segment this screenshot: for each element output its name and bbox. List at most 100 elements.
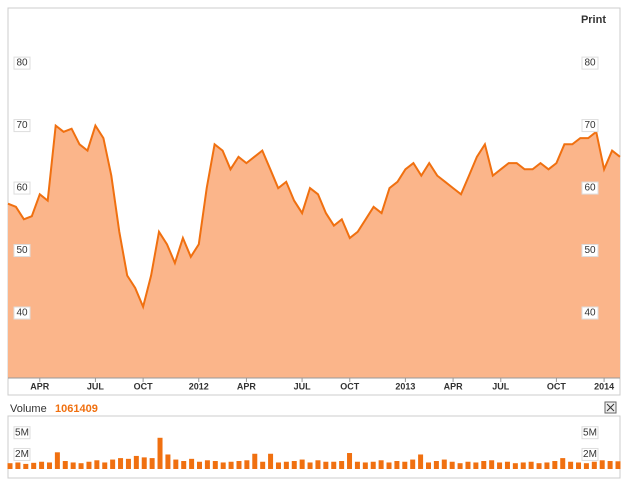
volume-bar: [347, 453, 353, 469]
x-tick-label: 2012: [189, 381, 209, 391]
y-tick-label: 40: [16, 308, 28, 319]
x-tick-label: APR: [444, 381, 464, 391]
volume-bar: [362, 462, 368, 469]
volume-bar: [370, 461, 376, 469]
volume-bar: [457, 463, 463, 469]
y-tick-label: 70: [584, 120, 596, 131]
volume-bar: [449, 461, 455, 469]
volume-bar: [204, 460, 210, 469]
volume-bar: [86, 461, 92, 469]
volume-bar: [212, 461, 218, 469]
y-tick-label: 5M: [15, 427, 29, 438]
volume-bar: [339, 461, 345, 469]
volume-bar: [615, 461, 621, 469]
volume-bar: [157, 437, 163, 469]
volume-bar: [102, 462, 108, 469]
volume-bar: [331, 461, 337, 469]
volume-bar: [386, 462, 392, 469]
y-tick-box: [13, 426, 31, 440]
volume-bar: [54, 452, 60, 469]
y-tick-box: [13, 244, 31, 258]
x-tick-label: APR: [30, 381, 50, 391]
x-tick-label: OCT: [340, 381, 360, 391]
volume-bar: [307, 462, 313, 469]
volume-bar: [220, 462, 226, 469]
close-button[interactable]: [604, 401, 617, 414]
volume-bar: [236, 461, 242, 469]
volume-bar: [133, 455, 139, 469]
y-tick-box: [13, 56, 31, 70]
volume-bar: [583, 463, 589, 469]
volume-bar: [283, 461, 289, 469]
volume-bar: [536, 463, 542, 469]
volume-bar: [291, 461, 297, 469]
volume-bar: [433, 461, 439, 469]
volume-bar: [394, 461, 400, 469]
volume-bar: [489, 460, 495, 469]
volume-bar: [410, 459, 416, 469]
volume-title: Volume: [10, 403, 47, 415]
volume-bar: [481, 461, 487, 469]
x-tick-label: 2013: [395, 381, 415, 391]
volume-bar: [268, 453, 274, 469]
x-tick-label: JUL: [294, 381, 312, 391]
volume-bar: [497, 462, 503, 469]
x-tick-label: APR: [237, 381, 257, 391]
y-tick-box: [13, 119, 31, 133]
y-tick-label: 70: [16, 120, 28, 131]
y-tick-label: 5M: [583, 427, 597, 438]
volume-bar: [110, 459, 116, 469]
volume-bar: [173, 459, 179, 469]
volume-bar: [141, 457, 147, 469]
volume-bar: [528, 461, 534, 469]
volume-bar: [504, 461, 510, 469]
x-tick-label: OCT: [547, 381, 567, 391]
volume-bar: [125, 458, 131, 469]
y-tick-label: 60: [16, 183, 28, 194]
volume-bar: [560, 458, 566, 469]
y-tick-box: [581, 447, 599, 461]
volume-bar: [323, 461, 329, 469]
volume-bar: [149, 458, 155, 469]
y-tick-label: 40: [584, 308, 596, 319]
y-tick-box: [581, 119, 599, 133]
volume-bar: [31, 462, 37, 469]
y-tick-label: 2M: [15, 449, 29, 460]
y-tick-box: [581, 426, 599, 440]
volume-bar: [315, 460, 321, 469]
volume-bar: [260, 461, 266, 469]
volume-frame: [7, 415, 621, 479]
y-tick-box: [13, 447, 31, 461]
y-tick-label: 50: [584, 245, 596, 256]
volume-bar: [441, 459, 447, 469]
volume-bar: [165, 454, 171, 469]
volume-bar: [520, 462, 526, 469]
volume-current: 1061409: [55, 403, 98, 415]
y-tick-label: 80: [584, 58, 596, 69]
volume-bar: [299, 459, 305, 469]
price-line: [7, 123, 621, 310]
y-tick-box: [581, 56, 599, 70]
volume-bar: [425, 462, 431, 469]
volume-bar: [402, 461, 408, 469]
volume-bar: [599, 460, 605, 469]
price-area: [8, 125, 620, 378]
print-link[interactable]: Print: [581, 14, 606, 26]
volume-bar: [275, 462, 281, 469]
volume-bar: [189, 458, 195, 469]
volume-bar: [576, 462, 582, 469]
x-tick-label: OCT: [134, 381, 154, 391]
volume-bar: [46, 462, 52, 469]
volume-bar: [473, 462, 479, 469]
volume-bar: [591, 461, 597, 469]
volume-bar: [552, 461, 558, 469]
volume-bar: [544, 462, 550, 469]
volume-bar: [62, 461, 68, 469]
y-tick-label: 60: [584, 183, 596, 194]
y-tick-box: [13, 181, 31, 195]
volume-bar: [94, 460, 100, 469]
volume-bar: [354, 461, 360, 469]
x-tick-label: JUL: [492, 381, 510, 391]
